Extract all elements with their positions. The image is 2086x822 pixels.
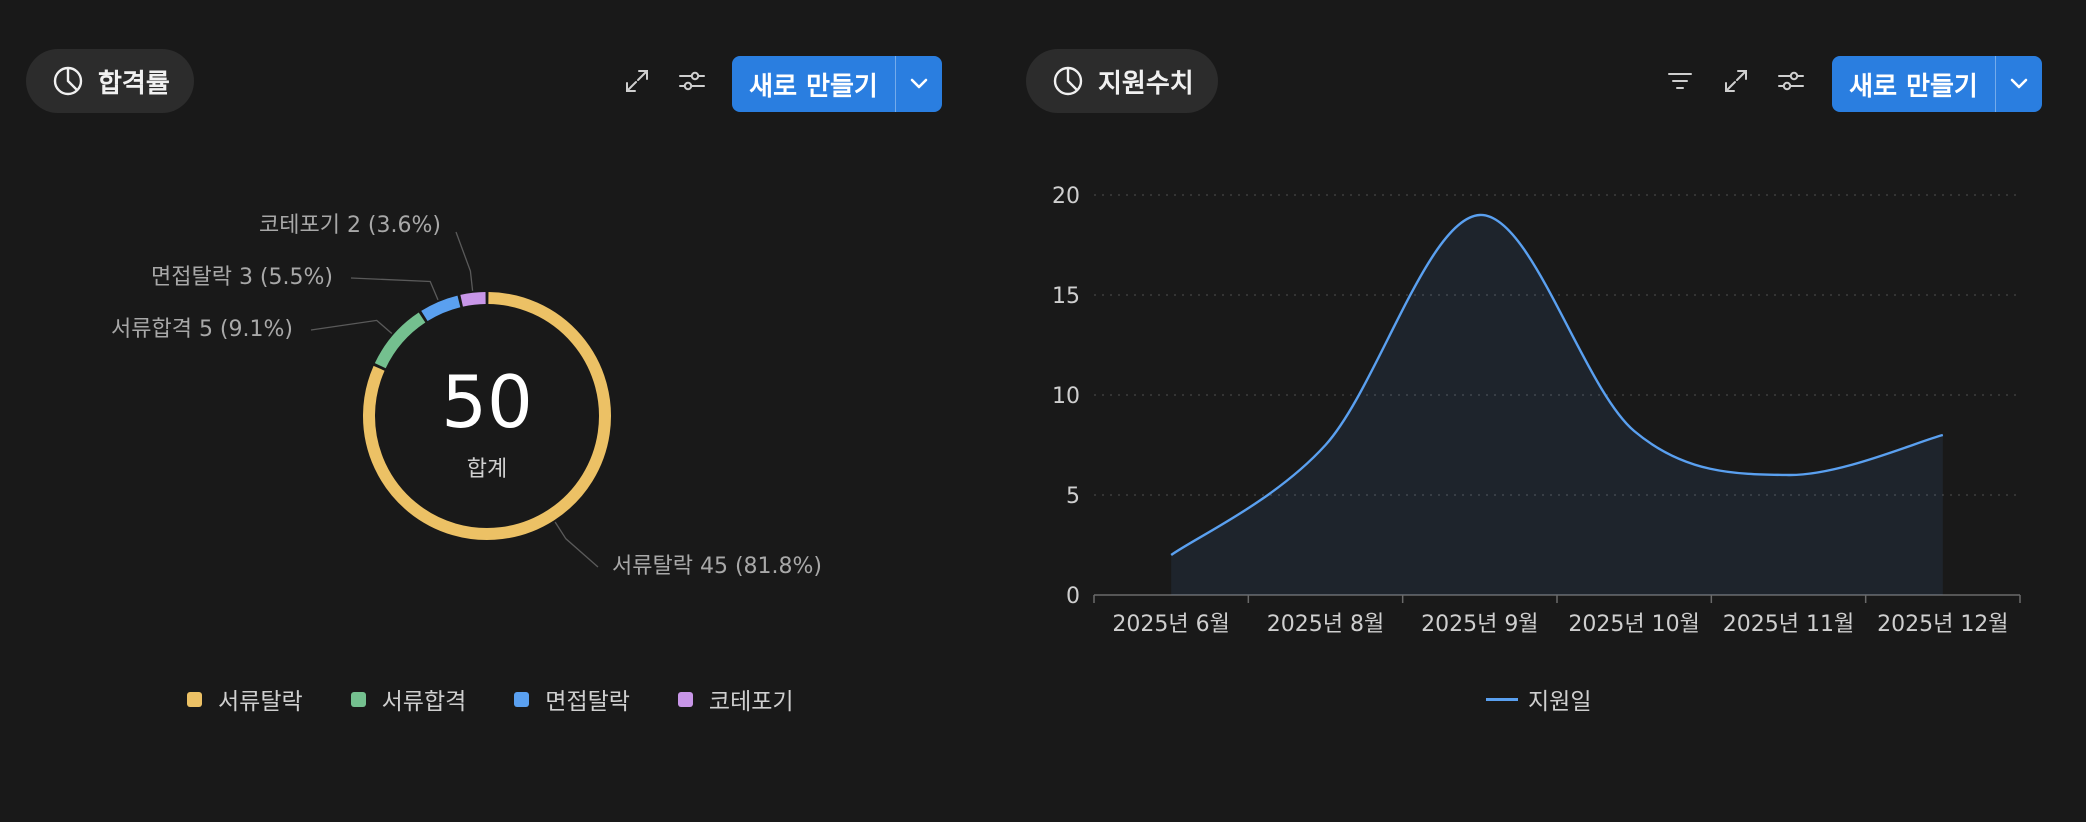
pass-rate-title-chip[interactable]: 합격률	[26, 49, 194, 113]
pass-rate-panel: 합격률 새로 만들기 서류탈락 45 (81.8%) 서류합격 5 (9.1%) 면…	[0, 0, 1000, 822]
create-new-dropdown-button[interactable]	[1996, 56, 2042, 112]
pie-chart-icon	[52, 65, 84, 97]
legend-item[interactable]: 서류합격	[350, 682, 467, 716]
expand-icon[interactable]	[620, 64, 654, 98]
x-tick-label: 2025년 8월	[1267, 612, 1384, 637]
legend-item[interactable]: 지원일	[1486, 682, 1591, 716]
legend-label: 지원일	[1528, 689, 1592, 715]
filter-icon[interactable]	[1663, 64, 1697, 98]
y-tick-label: 10	[1052, 384, 1080, 409]
donut-slice-면접탈락[interactable]	[421, 295, 461, 322]
pass-rate-title: 합격률	[98, 68, 170, 99]
applications-title: 지원수치	[1098, 68, 1194, 99]
legend-label: 코테포기	[708, 689, 794, 715]
applications-panel: 지원수치 새로 만들기 0 5 10 15 20 2025년 6월 2025년 8월 202…	[1000, 0, 2086, 822]
y-tick-label: 5	[1066, 484, 1080, 509]
chevron-down-icon	[909, 75, 929, 94]
create-new-button[interactable]: 새로 만들기	[732, 56, 896, 112]
y-tick-label: 20	[1052, 184, 1080, 209]
donut-slice-서류탈락[interactable]	[363, 292, 611, 540]
create-new-split-button: 새로 만들기	[732, 56, 942, 112]
donut-slice-서류합격[interactable]	[374, 312, 426, 369]
create-new-dropdown-button[interactable]	[896, 56, 942, 112]
slice-label: 서류합격 5 (9.1%)	[111, 317, 293, 342]
donut-legend: 서류탈락 서류합격 면접탈락 코테포기	[187, 682, 794, 716]
leader-line	[350, 277, 439, 301]
legend-swatch	[187, 691, 202, 707]
leader-line	[310, 319, 393, 334]
sliders-icon[interactable]	[1774, 64, 1808, 98]
series-line	[1170, 213, 1944, 556]
applications-title-chip[interactable]: 지원수치	[1026, 49, 1218, 113]
pie-chart-icon	[1052, 65, 1084, 97]
x-tick-label: 2025년 11월	[1723, 612, 1854, 637]
slice-label: 코테포기 2 (3.6%)	[259, 213, 441, 238]
legend-label: 서류합격	[381, 689, 467, 715]
create-new-button[interactable]: 새로 만들기	[1832, 56, 1996, 112]
x-tick-label: 2025년 9월	[1421, 612, 1538, 637]
y-tick-label: 0	[1066, 584, 1080, 609]
create-new-split-button: 새로 만들기	[1832, 56, 2042, 112]
area-legend: 지원일	[1486, 682, 1591, 716]
legend-item[interactable]: 면접탈락	[514, 682, 630, 716]
donut-center-label: 합계	[467, 457, 507, 482]
legend-swatch	[350, 691, 366, 707]
legend-swatch	[677, 691, 693, 707]
slice-label: 서류탈락 45 (81.8%)	[612, 554, 822, 579]
leader-line	[554, 521, 599, 568]
donut-center-value: 50	[441, 360, 533, 444]
leader-line	[455, 231, 474, 291]
series-area-fill	[1171, 214, 1943, 596]
legend-label: 면접탈락	[545, 689, 630, 715]
legend-item[interactable]: 서류탈락	[187, 682, 303, 716]
donut-slice-코테포기[interactable]	[460, 292, 486, 307]
x-tick-label: 2025년 12월	[1877, 612, 2008, 637]
legend-swatch	[514, 691, 530, 707]
x-tick-label: 2025년 6월	[1112, 612, 1229, 637]
applications-area-chart: 0 5 10 15 20 2025년 6월 2025년 8월 2025년 9월 2025년 1…	[1052, 184, 2021, 637]
slice-label: 면접탈락 3 (5.5%)	[151, 265, 333, 290]
pass-rate-donut-chart: 서류탈락 45 (81.8%) 서류합격 5 (9.1%) 면접탈락 3 (5.5%…	[111, 213, 822, 579]
legend-item[interactable]: 코테포기	[677, 682, 794, 716]
x-tick-label: 2025년 10월	[1568, 612, 1699, 637]
legend-swatch	[1486, 697, 1518, 701]
sliders-icon[interactable]	[675, 64, 709, 98]
chevron-down-icon	[2009, 75, 2029, 94]
y-tick-label: 15	[1052, 284, 1080, 309]
legend-label: 서류탈락	[218, 689, 303, 715]
expand-icon[interactable]	[1719, 64, 1753, 98]
